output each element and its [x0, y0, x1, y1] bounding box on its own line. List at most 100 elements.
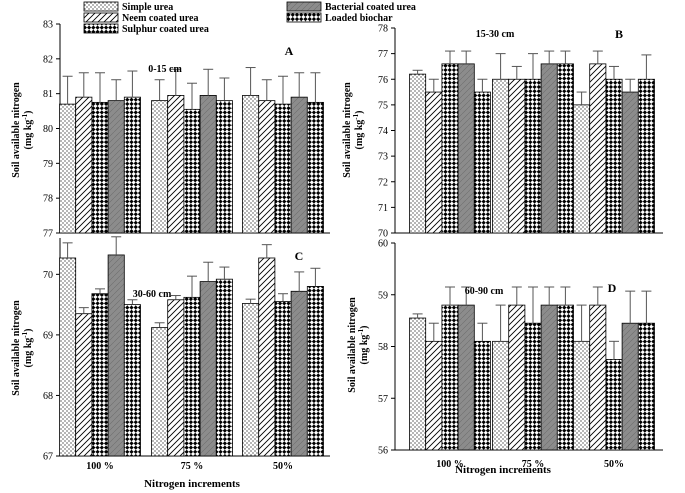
legend-item: Sulphur coated urea [83, 23, 209, 35]
x-axis-label-right: Nitrogen increments [455, 464, 552, 476]
legend-label: Loaded biochar [325, 13, 393, 24]
y-tick-label: 78 [43, 194, 53, 205]
bar-a-sulphur-coated-urea [91, 101, 109, 234]
bar-d-neem-coated-urea [508, 304, 526, 451]
panel-depth-title: 60-90 cm [465, 286, 504, 297]
bar-d-sulphur-coated-urea [441, 304, 459, 451]
y-tick-label: 73 [378, 152, 388, 163]
bar-c-simple-urea [242, 302, 260, 457]
y-tick-label: 82 [43, 54, 53, 65]
bar-a-simple-urea [242, 95, 260, 234]
bar-b-simple-urea [409, 73, 427, 234]
legend-item: Simple urea [83, 1, 173, 13]
legend-item: Bacterial coated urea [286, 1, 416, 13]
bar-d-loaded-biochar [556, 304, 574, 451]
y-tick-label: 76 [378, 75, 388, 86]
bar-c-neem-coated-urea [167, 299, 185, 457]
panel-depth-title: 15-30 cm [476, 29, 515, 40]
bar-a-bacterial-coated-urea [107, 100, 125, 234]
y-tick-label: 80 [43, 124, 53, 135]
y-tick-label: 59 [378, 290, 388, 301]
x-axis-label: Nitrogen increments [144, 478, 241, 490]
bar-b-bacterial-coated-urea [621, 91, 639, 234]
bar-c-neem-coated-urea [258, 257, 276, 457]
y-axis-unit-post: ) [354, 111, 365, 114]
x-tick-label: 50% [273, 461, 293, 472]
y-tick-label: 70 [378, 229, 388, 240]
bar-b-neem-coated-urea [425, 91, 443, 234]
bar-d-simple-urea [409, 317, 427, 451]
legend-item: Loaded biochar [286, 12, 393, 24]
y-axis-unit-sup: -1 [21, 331, 29, 337]
bar-b-loaded-biochar [473, 91, 491, 234]
chart-panels: 77 78 79 80 81 82 83 0-15 cm A Soil available nit… [11, 20, 663, 472]
x-tick-label: 50% [604, 459, 624, 470]
y-tick-label: 79 [43, 159, 53, 170]
bar-b-simple-urea [492, 78, 510, 234]
x-tick-label: 100 % [436, 459, 464, 470]
bar-a-simple-urea [151, 100, 169, 234]
y-axis-label: Soil available nitrogen (mg kg-1) [342, 82, 365, 178]
y-tick-label: 70 [43, 270, 53, 281]
y-axis-label-unit: (mg kg-1) [357, 326, 370, 365]
bar-d-loaded-biochar [637, 322, 655, 451]
bar-c-sulphur-coated-urea [183, 296, 201, 457]
bar-b-bacterial-coated-urea [457, 63, 475, 234]
bar-a-neem-coated-urea [167, 95, 185, 234]
legend-item: Neem coated urea [83, 12, 198, 24]
panel-depth-title: 0-15 cm [148, 64, 182, 75]
y-axis-unit-pre: (mg kg [359, 335, 370, 365]
bar-a-bacterial-coated-urea [290, 96, 308, 234]
y-tick-label: 83 [43, 20, 53, 31]
legend-swatch-checker [83, 23, 119, 34]
y-tick-label: 58 [378, 342, 388, 353]
bar-c-bacterial-coated-urea [290, 290, 308, 457]
bar-d-simple-urea [492, 340, 510, 451]
bar-c-loaded-biochar [306, 286, 324, 457]
bar-a-bacterial-coated-urea [199, 95, 217, 234]
bar-b-sulphur-coated-urea [605, 78, 623, 234]
y-axis-unit-sup: -1 [352, 113, 360, 119]
bar-d-sulphur-coated-urea [605, 359, 623, 451]
bar-d-bacterial-coated-urea [540, 304, 558, 451]
y-axis-unit-post: ) [359, 326, 370, 329]
bar-c-simple-urea [59, 257, 77, 457]
y-axis-label: Soil available nitrogen (mg kg-1) [347, 297, 370, 393]
bar-b-simple-urea [573, 104, 591, 234]
bar-a-neem-coated-urea [258, 100, 276, 234]
y-tick-label: 72 [378, 177, 388, 188]
bar-d-bacterial-coated-urea [457, 304, 475, 451]
y-axis-unit-pre: (mg kg [354, 120, 365, 150]
y-tick-label: 60 [378, 239, 388, 250]
bar-a-loaded-biochar [215, 100, 233, 234]
y-axis-label-unit: (mg kg-1) [21, 111, 34, 150]
y-tick-label: 68 [43, 391, 53, 402]
bar-a-simple-urea [59, 103, 77, 234]
legend-label: Sulphur coated urea [122, 24, 209, 35]
y-tick-label: 78 [378, 24, 388, 35]
x-tick-label: 100 % [86, 461, 114, 472]
bar-a-loaded-biochar [306, 101, 324, 234]
panel-letter: D [608, 281, 617, 295]
panel-letter: B [615, 27, 623, 41]
y-tick-label: 69 [43, 330, 53, 341]
y-axis-label: Soil available nitrogen (mg kg-1) [11, 300, 34, 396]
bar-b-neem-coated-urea [508, 78, 526, 234]
y-tick-label: 75 [378, 100, 388, 111]
bar-d-neem-coated-urea [425, 340, 443, 451]
bar-b-loaded-biochar [556, 63, 574, 234]
bar-b-bacterial-coated-urea [540, 63, 558, 234]
bar-a-loaded-biochar [123, 96, 141, 234]
legend-swatch-checker [286, 12, 322, 23]
y-tick-label: 71 [378, 203, 388, 214]
bar-d-neem-coated-urea [589, 304, 607, 451]
legend-swatch-dots [83, 1, 119, 12]
bar-c-loaded-biochar [123, 304, 141, 457]
y-tick-label: 77 [43, 229, 53, 240]
y-tick-label: 67 [43, 452, 53, 463]
panel-letter: C [295, 249, 304, 263]
chart-panel-a: 77 78 79 80 81 82 83 0-15 cm A Soil available nit… [11, 20, 330, 240]
y-tick-label: 57 [378, 394, 388, 405]
